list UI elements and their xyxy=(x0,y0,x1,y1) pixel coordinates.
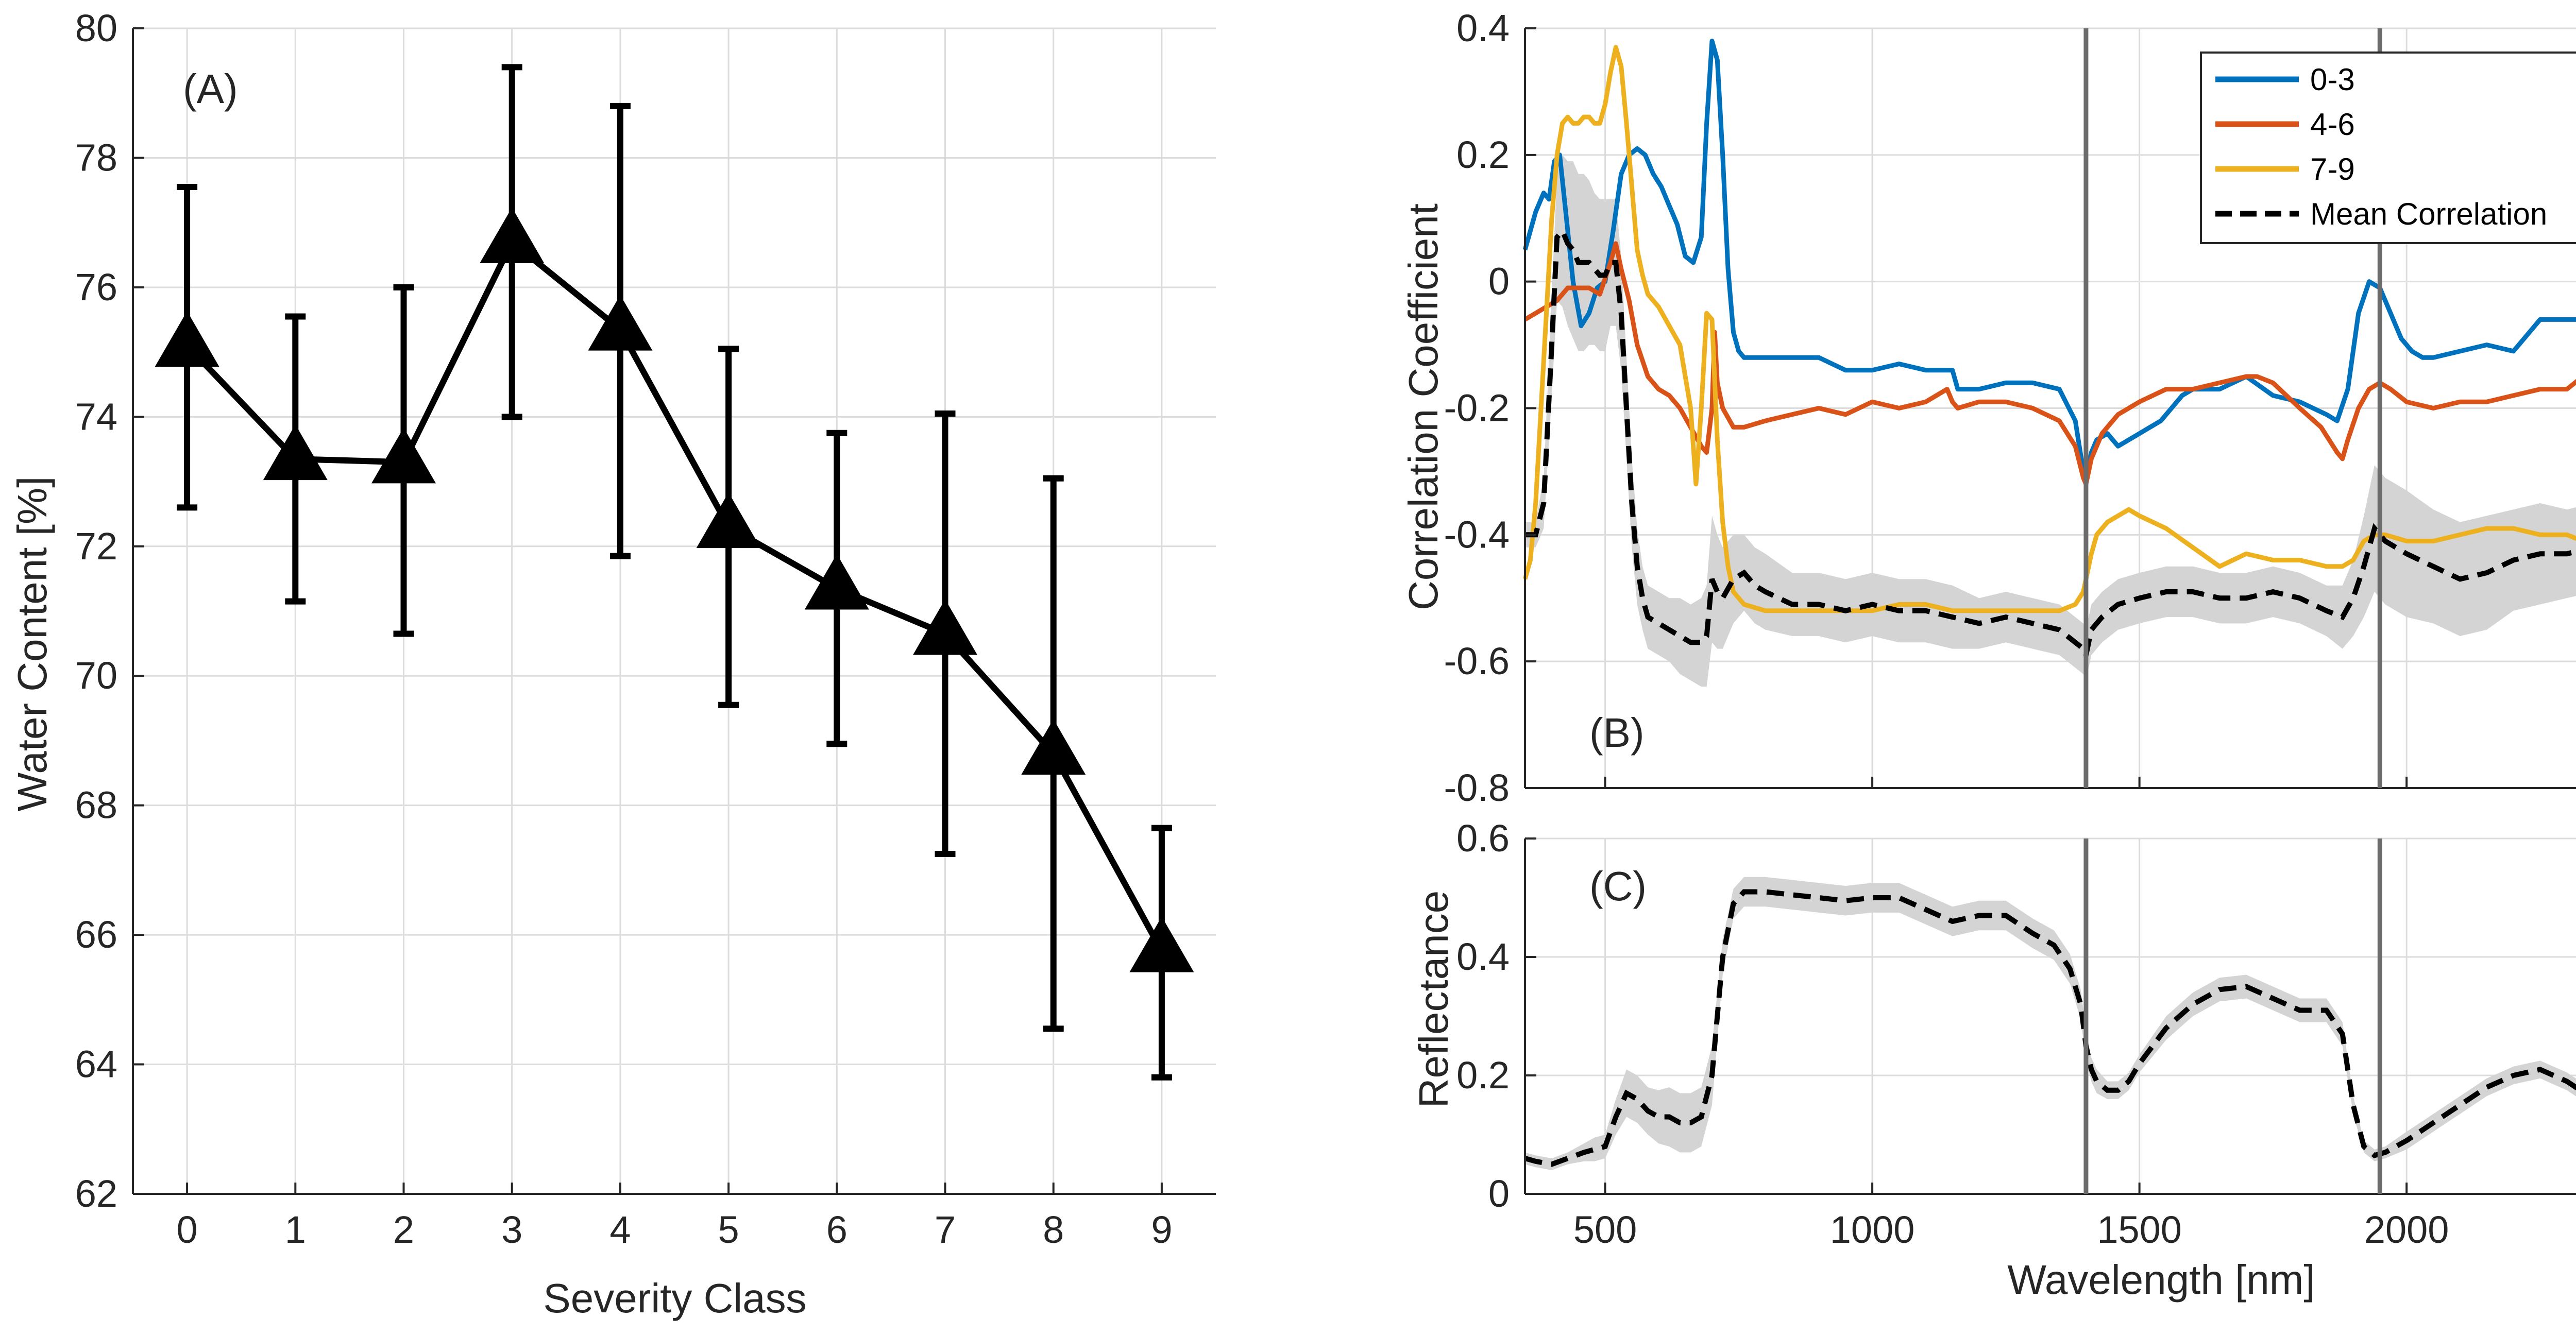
panel-a-x-tick-label: 4 xyxy=(609,1208,631,1251)
panel-c-x-tick-label: 2000 xyxy=(2364,1208,2449,1251)
panel-b-y-tick-label: 0 xyxy=(1488,260,1510,303)
panel-a-y-tick-label: 74 xyxy=(75,395,117,438)
panel-a-y-tick-label: 76 xyxy=(75,266,117,309)
panel-a-y-tick-label: 66 xyxy=(75,913,117,956)
panel-a-y-tick-label: 78 xyxy=(75,136,117,179)
panel-c-tick-labels: 0 0.2 0.4 0.6 500 1000 1500 2000 xyxy=(1456,817,2449,1251)
series-line-0-3 xyxy=(1522,39,2576,481)
panel-c-y-tick-label: 0 xyxy=(1488,1172,1510,1215)
panel-a-xlabel: Severity Class xyxy=(543,1275,806,1321)
mean-correlation-line xyxy=(1525,226,2576,664)
mean-reflectance-line xyxy=(1524,889,2576,1167)
triangle-marker xyxy=(1021,719,1086,775)
panel-b-y-tick-label: -0.6 xyxy=(1444,640,1510,682)
panel-b-correlation: -0.8 -0.6 -0.4 -0.2 0 0.2 0.4 (B) Correlation … xyxy=(1400,7,2576,809)
panel-a-y-tick-label: 68 xyxy=(75,784,117,827)
panel-a-x-tick-label: 3 xyxy=(501,1208,522,1251)
panel-c-y-tick-label: 0.2 xyxy=(1456,1054,1510,1097)
panel-a-y-tick-label: 64 xyxy=(75,1043,117,1086)
panel-a-x-tick-label: 1 xyxy=(285,1208,306,1251)
panel-c-label: (C) xyxy=(1589,863,1647,909)
panel-a-series xyxy=(155,64,1194,1081)
triangle-marker xyxy=(696,492,761,549)
reflectance-band xyxy=(1525,877,2576,1170)
panel-b-legend: 0-3 4-6 7-9 Mean Correlation xyxy=(2200,52,2576,244)
triangle-marker xyxy=(155,311,219,367)
panel-a-x-tick-label: 6 xyxy=(826,1208,848,1251)
panel-a-y-tick-label: 70 xyxy=(75,654,117,697)
panel-b-y-tick-label: -0.8 xyxy=(1444,766,1510,809)
panel-a-x-tick-label: 2 xyxy=(393,1208,414,1251)
legend-box xyxy=(2200,52,2576,244)
panel-b-y-tick-label: 0.4 xyxy=(1456,7,1510,49)
panel-b-y-tick-label: -0.4 xyxy=(1444,513,1510,556)
panel-a-y-tick-label: 62 xyxy=(75,1172,117,1215)
panel-c-x-tick-label: 1000 xyxy=(1830,1208,1915,1251)
panel-b-ylabel: Correlation Coefficient xyxy=(1400,203,1446,610)
triangle-marker xyxy=(263,424,328,481)
legend-entry-2: 7-9 xyxy=(2310,152,2355,186)
panel-b-tick-labels: -0.8 -0.6 -0.4 -0.2 0 0.2 0.4 xyxy=(1444,7,1510,809)
panel-c-reflectance: 0 0.2 0.4 0.6 500 1000 1500 2000 (C) Wavelength… xyxy=(1411,817,2576,1303)
panel-a-ylabel: Water Content [%] xyxy=(9,476,55,812)
panel-c-y-tick-label: 0.4 xyxy=(1456,935,1510,978)
panel-a-axes xyxy=(132,27,1216,1195)
water-content-line xyxy=(184,238,1165,953)
panel-c-xlabel: Wavelength [nm] xyxy=(2007,1257,2315,1303)
legend-entry-3: Mean Correlation xyxy=(2310,197,2547,231)
triangle-marker xyxy=(804,554,869,610)
panel-c-x-tick-label: 1500 xyxy=(2097,1208,2182,1251)
legend-entry-1: 4-6 xyxy=(2310,107,2355,142)
panel-c-x-tick-label: 500 xyxy=(1573,1208,1637,1251)
triangle-marker xyxy=(480,207,545,263)
panel-c-ylabel: Reflectance xyxy=(1411,891,1456,1108)
panel-c-y-tick-label: 0.6 xyxy=(1456,817,1510,860)
triangle-marker xyxy=(371,427,436,484)
triangle-marker xyxy=(913,599,977,655)
panel-c-axes xyxy=(1524,837,2576,1195)
panel-a-y-tick-label: 72 xyxy=(75,525,117,568)
legend-entry-0: 0-3 xyxy=(2310,62,2355,97)
panel-b-y-tick-label: 0.2 xyxy=(1456,133,1510,176)
panel-a-x-tick-label: 8 xyxy=(1043,1208,1064,1251)
triangle-marker xyxy=(588,295,653,351)
panel-a-x-tick-label: 7 xyxy=(935,1208,956,1251)
panel-a-x-tick-label: 0 xyxy=(177,1208,198,1251)
triangle-marker xyxy=(1129,916,1194,972)
panel-a-label: (A) xyxy=(183,66,238,112)
panel-b-label: (B) xyxy=(1589,710,1645,756)
panel-a-x-tick-label: 5 xyxy=(718,1208,739,1251)
panel-a-x-tick-label: 9 xyxy=(1151,1208,1172,1251)
panel-b-y-tick-label: -0.2 xyxy=(1444,387,1510,430)
panel-c-series xyxy=(1524,877,2576,1170)
panel-a-y-tick-label: 80 xyxy=(75,7,117,49)
